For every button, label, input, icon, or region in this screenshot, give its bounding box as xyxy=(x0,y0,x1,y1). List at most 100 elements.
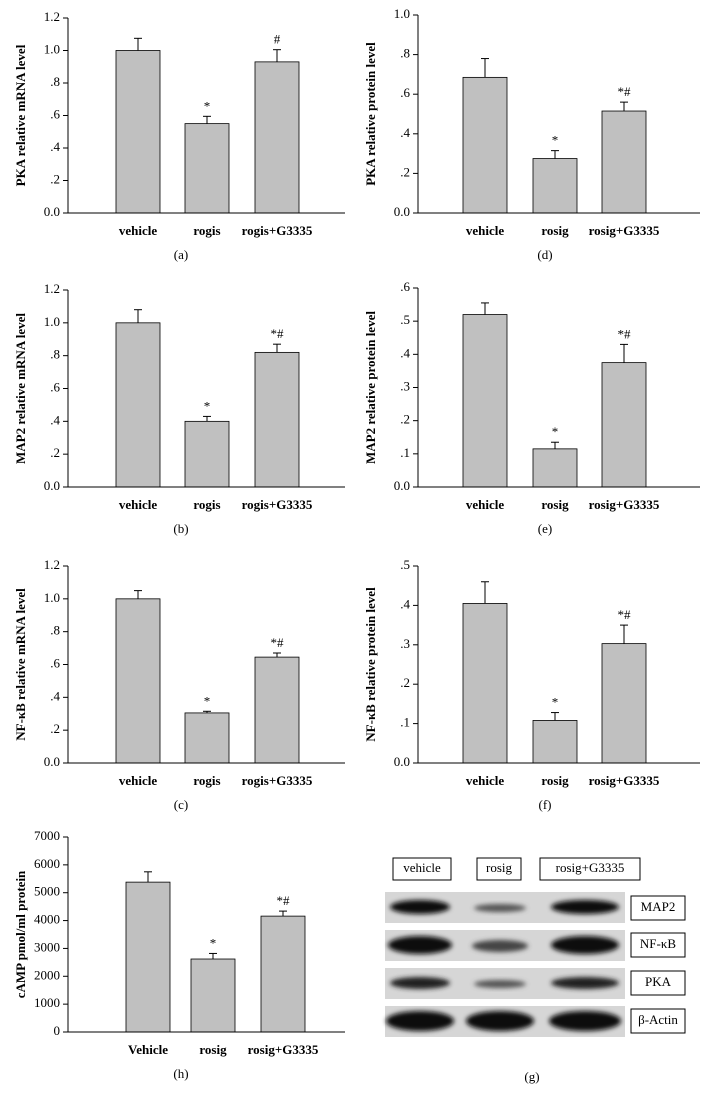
bar xyxy=(184,712,230,764)
protein-box xyxy=(630,970,686,996)
y-tick-label: 0.0 xyxy=(394,478,410,493)
y-tick-label: .8 xyxy=(50,74,60,89)
y-tick-label: 0.0 xyxy=(44,204,60,219)
y-tick-label: .6 xyxy=(50,379,60,394)
y-tick-label: .1 xyxy=(400,445,410,460)
panel-label: (c) xyxy=(174,797,188,812)
y-tick-label: .6 xyxy=(50,106,60,121)
y-tick-label: .5 xyxy=(400,557,410,572)
panel-label: (h) xyxy=(173,1066,188,1081)
panel-label: (e) xyxy=(538,521,552,536)
bar xyxy=(532,720,578,764)
x-tick-label: rosig xyxy=(541,773,569,788)
band xyxy=(474,904,526,912)
significance-mark: * xyxy=(552,695,559,710)
bar xyxy=(125,881,171,1033)
y-tick-label: 2000 xyxy=(34,967,60,982)
significance-mark: * xyxy=(210,935,217,950)
y-axis-label: MAP2 relative protein level xyxy=(363,311,378,464)
band xyxy=(388,936,452,954)
band xyxy=(551,900,619,914)
y-tick-label: .3 xyxy=(400,378,410,393)
y-tick-label: .6 xyxy=(400,279,410,294)
y-tick-label: 1.2 xyxy=(44,281,60,296)
significance-mark: * xyxy=(204,98,211,113)
y-tick-label: .8 xyxy=(400,46,410,61)
y-tick-label: 0.0 xyxy=(44,754,60,769)
bar xyxy=(462,76,508,214)
significance-mark: *# xyxy=(618,607,632,622)
panel-label: (a) xyxy=(174,247,188,262)
y-tick-label: .1 xyxy=(400,715,410,730)
lane-label: rosig xyxy=(486,860,513,875)
panel-label: (b) xyxy=(173,521,188,536)
y-tick-label: 0.0 xyxy=(394,204,410,219)
x-tick-label: rosig+G3335 xyxy=(589,223,660,238)
lane-box xyxy=(539,857,641,881)
significance-mark: *# xyxy=(618,326,632,341)
x-tick-label: Vehicle xyxy=(128,1042,168,1057)
y-tick-label: .2 xyxy=(400,412,410,427)
y-tick-label: .2 xyxy=(50,171,60,186)
y-tick-label: 1.0 xyxy=(44,41,60,56)
band xyxy=(551,936,619,954)
panel-label: (d) xyxy=(537,247,552,262)
protein-box xyxy=(630,895,686,921)
y-tick-label: .4 xyxy=(50,412,60,427)
bar xyxy=(462,314,508,488)
y-tick-label: 0.0 xyxy=(394,754,410,769)
panel-label: (g) xyxy=(524,1069,539,1084)
y-tick-label: 0.0 xyxy=(44,478,60,493)
significance-mark: * xyxy=(204,693,211,708)
bar xyxy=(601,362,647,488)
band xyxy=(466,1011,534,1031)
y-tick-label: .2 xyxy=(400,675,410,690)
y-tick-label: .6 xyxy=(50,655,60,670)
x-tick-label: rosig xyxy=(541,223,569,238)
y-tick-label: .4 xyxy=(50,688,60,703)
x-tick-label: vehicle xyxy=(119,223,157,238)
y-tick-label: 5000 xyxy=(34,884,60,899)
y-tick-label: 7000 xyxy=(34,828,60,843)
x-tick-label: rosig+G3335 xyxy=(589,497,660,512)
y-tick-label: .2 xyxy=(400,164,410,179)
y-tick-label: .4 xyxy=(400,125,410,140)
band xyxy=(390,977,450,989)
y-tick-label: 1.0 xyxy=(394,6,410,21)
y-tick-label: .6 xyxy=(400,85,410,100)
significance-mark: * xyxy=(552,133,559,148)
lane-box xyxy=(392,857,452,881)
y-tick-label: 0 xyxy=(54,1023,61,1038)
significance-mark: *# xyxy=(277,893,291,908)
lane-box xyxy=(476,857,522,881)
bar xyxy=(601,110,647,214)
x-tick-label: rogis+G3335 xyxy=(242,223,313,238)
y-tick-label: .4 xyxy=(400,596,410,611)
western-blot: vehicle rosig rosig+G3335 MAP2 NF-κB PKA… xyxy=(385,857,686,1084)
y-tick-label: 1000 xyxy=(34,995,60,1010)
bar xyxy=(254,656,300,764)
protein-label: MAP2 xyxy=(641,899,676,914)
y-tick-label: 4000 xyxy=(34,912,60,927)
x-tick-label: rogis+G3335 xyxy=(242,773,313,788)
y-tick-label: 1.2 xyxy=(44,9,60,24)
x-tick-label: rogis xyxy=(193,223,220,238)
x-tick-label: vehicle xyxy=(119,497,157,512)
x-tick-label: rosig+G3335 xyxy=(248,1042,319,1057)
protein-label: PKA xyxy=(645,974,672,989)
x-tick-label: vehicle xyxy=(119,773,157,788)
bar xyxy=(190,958,236,1033)
y-tick-label: .8 xyxy=(50,623,60,638)
y-tick-label: 3000 xyxy=(34,939,60,954)
bar xyxy=(115,322,161,488)
significance-mark: *# xyxy=(618,84,632,99)
bar xyxy=(184,123,230,214)
bar xyxy=(115,50,161,214)
bar xyxy=(601,643,647,764)
band xyxy=(472,940,528,952)
y-tick-label: .3 xyxy=(400,636,410,651)
y-tick-label: 1.0 xyxy=(44,590,60,605)
band xyxy=(474,980,526,988)
y-axis-label: PKA relative mRNA level xyxy=(13,44,28,186)
